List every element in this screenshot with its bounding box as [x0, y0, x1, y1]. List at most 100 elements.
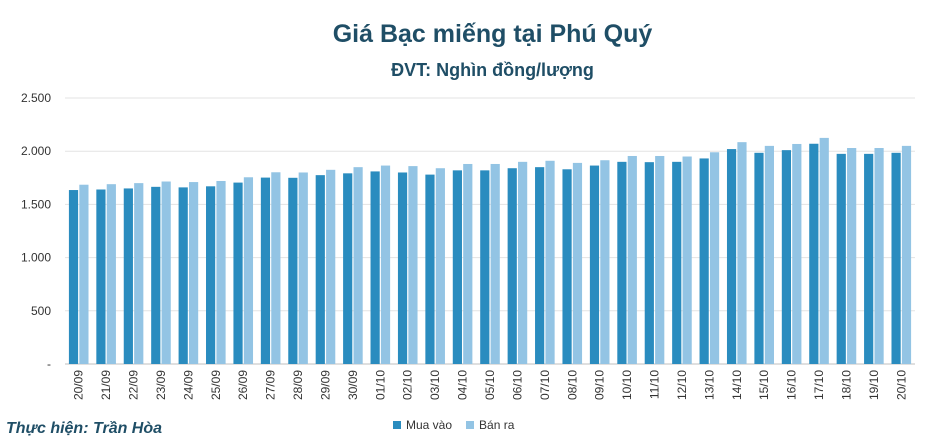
bar-mua-vao	[260, 177, 271, 364]
bar-mua-vao	[233, 182, 243, 364]
x-tick-label: 03/10	[428, 370, 442, 400]
legend-swatch-mua-vao	[393, 421, 401, 429]
x-tick-label: 14/10	[730, 370, 744, 400]
x-tick-label: 06/10	[510, 370, 524, 400]
bar-ban-ra	[216, 180, 226, 364]
bar-mua-vao	[809, 143, 819, 364]
bar-mua-vao	[562, 169, 572, 364]
bar-mua-vao	[343, 173, 353, 364]
x-tick-label: 05/10	[483, 370, 497, 400]
bar-ban-ra	[490, 163, 500, 364]
x-tick-label: 13/10	[702, 370, 716, 400]
x-tick-label: 15/10	[757, 370, 771, 400]
y-tick-label: -	[47, 357, 51, 371]
x-tick-label: 17/10	[812, 370, 826, 400]
bar-mua-vao	[96, 189, 106, 364]
bar-mua-vao	[315, 175, 325, 364]
bar-ban-ra	[737, 142, 747, 364]
bar-ban-ra	[709, 152, 720, 364]
bar-mua-vao	[644, 162, 654, 364]
bar-mua-vao	[617, 161, 627, 364]
chart-subtitle: ĐVT: Nghìn đồng/lượng	[391, 60, 594, 80]
x-tick-label: 19/10	[867, 370, 881, 400]
bar-ban-ra	[161, 181, 171, 364]
x-tick-label: 20/09	[72, 370, 86, 400]
x-tick-label: 04/10	[456, 370, 470, 400]
bar-ban-ra	[764, 145, 774, 364]
bar-ban-ra	[408, 166, 418, 364]
x-tick-label: 22/09	[127, 370, 141, 400]
x-tick-label: 23/09	[154, 370, 168, 400]
bar-ban-ra	[901, 145, 912, 364]
x-tick-label: 25/09	[209, 370, 223, 400]
bar-ban-ra	[627, 155, 637, 364]
x-tick-label: 11/10	[648, 370, 662, 399]
bar-mua-vao	[123, 188, 133, 364]
x-tick-label: 26/09	[236, 370, 250, 400]
bar-ban-ra	[874, 148, 884, 364]
x-tick-label: 07/10	[538, 370, 552, 400]
x-tick-label: 16/10	[785, 370, 799, 400]
bar-mua-vao	[891, 152, 901, 364]
x-tick-label: 30/09	[346, 370, 360, 400]
bar-ban-ra	[380, 165, 391, 364]
bar-mua-vao	[699, 158, 709, 364]
y-tick-label: 2.000	[21, 144, 51, 158]
bar-mua-vao	[397, 172, 408, 364]
bar-ban-ra	[435, 168, 445, 364]
y-tick-label: 1.000	[21, 251, 51, 265]
bar-mua-vao	[68, 190, 79, 364]
bar-ban-ra	[572, 162, 583, 364]
bar-mua-vao	[589, 165, 600, 364]
bar-ban-ra	[353, 167, 363, 364]
bar-mua-vao	[480, 170, 490, 364]
bar-mua-vao	[836, 153, 846, 364]
y-tick-label: 500	[31, 304, 51, 318]
x-tick-label: 10/10	[620, 370, 634, 400]
bar-mua-vao	[452, 170, 462, 364]
x-tick-label: 02/10	[401, 370, 415, 400]
bar-mua-vao	[726, 149, 737, 364]
x-tick-label: 27/09	[264, 370, 278, 400]
bar-mua-vao	[781, 150, 792, 364]
legend-item-ban-ra: Bán ra	[466, 418, 514, 432]
bar-ban-ra	[188, 182, 199, 364]
x-tick-label: 09/10	[593, 370, 607, 400]
bar-ban-ra	[106, 184, 116, 364]
x-tick-label: 29/09	[318, 370, 332, 400]
x-tick-label: 20/10	[894, 370, 908, 400]
x-tick-label: 12/10	[675, 370, 689, 400]
bar-ban-ra	[79, 184, 89, 364]
x-tick-label: 24/09	[181, 370, 195, 400]
x-tick-label: 08/10	[565, 370, 579, 400]
y-tick-label: 2.500	[21, 91, 51, 105]
bar-mua-vao	[754, 152, 764, 364]
x-tick-label: 28/09	[291, 370, 305, 400]
bar-ban-ra	[326, 169, 336, 364]
x-tick-label: 18/10	[839, 370, 853, 400]
chart-title: Giá Bạc miếng tại Phú Quý	[332, 20, 653, 48]
bar-ban-ra	[134, 183, 144, 364]
bar-mua-vao	[864, 153, 874, 364]
bar-mua-vao	[151, 186, 161, 364]
x-tick-label: 21/09	[99, 370, 113, 400]
bar-ban-ra	[819, 137, 829, 364]
bar-mua-vao	[425, 174, 435, 364]
bar-ban-ra	[792, 143, 802, 364]
bar-ban-ra	[518, 161, 528, 364]
legend: Mua vào Bán ra	[393, 418, 514, 432]
bar-mua-vao	[206, 186, 216, 364]
credit-text: Thực hiện: Trần Hòa	[6, 420, 163, 437]
bar-mua-vao	[507, 168, 517, 364]
bar-mua-vao	[672, 161, 682, 364]
bar-ban-ra	[271, 172, 281, 364]
legend-item-mua-vao: Mua vào	[393, 418, 452, 432]
bar-ban-ra	[600, 160, 610, 364]
legend-label-mua-vao: Mua vào	[406, 418, 453, 432]
y-tick-label: 1.500	[21, 197, 51, 211]
bar-ban-ra	[655, 155, 665, 364]
bar-ban-ra	[298, 172, 308, 364]
legend-label-ban-ra: Bán ra	[479, 418, 515, 432]
bar-ban-ra	[243, 177, 254, 364]
